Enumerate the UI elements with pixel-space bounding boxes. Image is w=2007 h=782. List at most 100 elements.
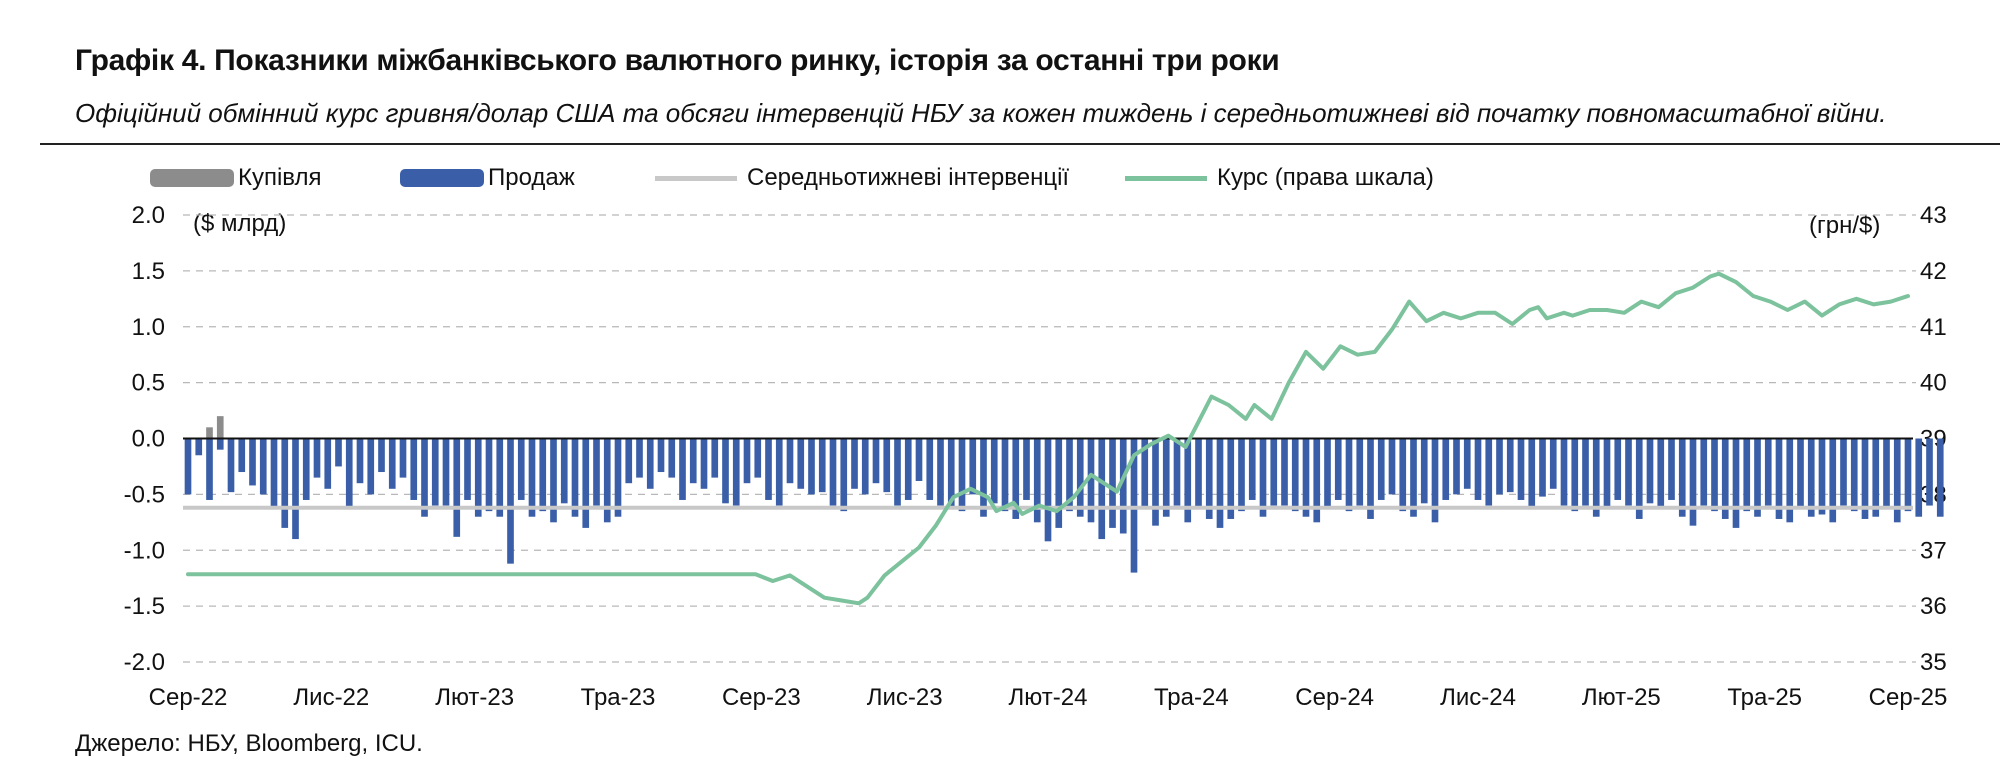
sale-bar bbox=[442, 438, 450, 506]
sale-bar bbox=[431, 438, 439, 506]
sale-bar bbox=[281, 438, 289, 528]
x-tick-label: Лют-24 bbox=[1009, 684, 1088, 711]
legend-buy-label: Купівля bbox=[238, 164, 322, 191]
sale-bar bbox=[786, 438, 794, 484]
legend-avg: Середньотижневі інтервенції bbox=[655, 164, 1069, 192]
left-tick-label: 0.5 bbox=[132, 370, 165, 397]
legend-avg-swatch bbox=[655, 175, 737, 181]
sale-bar bbox=[1571, 438, 1579, 512]
sale-bar bbox=[818, 438, 826, 493]
right-axis-unit: (грн/$) bbox=[1809, 212, 1881, 239]
sale-bar bbox=[679, 438, 686, 500]
sale-bar bbox=[571, 438, 579, 517]
sale-bar bbox=[1743, 438, 1751, 512]
sale-bar bbox=[1549, 438, 1557, 489]
purchase-bar bbox=[216, 416, 224, 439]
sale-bar bbox=[1517, 438, 1525, 500]
sale-bar bbox=[1603, 438, 1611, 508]
sale-bar bbox=[926, 438, 934, 500]
sale-bar bbox=[1162, 438, 1170, 517]
sale-bar bbox=[388, 438, 396, 489]
sale-bar bbox=[1055, 438, 1063, 528]
sale-bar bbox=[775, 438, 783, 506]
sale-bar bbox=[335, 438, 342, 467]
sale-bar bbox=[195, 438, 203, 456]
sale-bar bbox=[356, 438, 364, 484]
sale-bar bbox=[808, 438, 815, 495]
sale-bar bbox=[1270, 438, 1278, 506]
sale-bar bbox=[1066, 438, 1073, 512]
sale-bar bbox=[1646, 438, 1654, 504]
x-tick-label: Тра-23 bbox=[581, 684, 656, 711]
x-tick-label: Лют-25 bbox=[1582, 684, 1661, 711]
sale-bar bbox=[1334, 438, 1342, 500]
sale-bar bbox=[539, 438, 547, 512]
sale-bar bbox=[1076, 438, 1084, 517]
sale-bar bbox=[1216, 438, 1224, 528]
sale-bar bbox=[861, 438, 869, 495]
sale-bar bbox=[1130, 438, 1138, 573]
sale-bar bbox=[1668, 438, 1675, 500]
sale-bar bbox=[216, 438, 224, 450]
sale-bar bbox=[367, 438, 375, 495]
sale-bar bbox=[1345, 438, 1353, 512]
x-tick-label: Лис-22 bbox=[293, 684, 369, 711]
sale-bar bbox=[474, 438, 482, 517]
sale-bar bbox=[1840, 438, 1847, 506]
sale-bar bbox=[1700, 438, 1708, 506]
sale-bar bbox=[1109, 438, 1116, 528]
exchange-rate-line bbox=[186, 271, 1910, 606]
right-tick-label: 40 bbox=[1920, 370, 1947, 397]
purchase-bar bbox=[206, 427, 213, 439]
sale-bar bbox=[1689, 438, 1697, 526]
left-tick-label: 0.0 bbox=[132, 426, 165, 453]
sale-bar bbox=[1775, 438, 1783, 519]
sale-bar bbox=[560, 438, 568, 504]
sale-bar bbox=[840, 438, 848, 512]
sale-bar bbox=[646, 438, 654, 489]
chart-legend: Купівля Продаж Середньотижневі інтервенц… bbox=[0, 164, 2007, 200]
sale-bar bbox=[410, 438, 418, 500]
sale-bar bbox=[700, 438, 708, 489]
sale-bar bbox=[1764, 438, 1772, 506]
sale-bar bbox=[1582, 438, 1589, 506]
sale-bar bbox=[980, 438, 987, 517]
sale-bar bbox=[657, 438, 665, 473]
sale-bar bbox=[1291, 438, 1299, 512]
right-tick-label: 35 bbox=[1920, 649, 1947, 676]
left-tick-label: 1.0 bbox=[132, 314, 165, 341]
legend-rate-swatch bbox=[1125, 175, 1207, 181]
sale-bar bbox=[1087, 438, 1095, 523]
sale-bar bbox=[1012, 438, 1020, 519]
sale-bar bbox=[1442, 438, 1450, 500]
sale-bar bbox=[1711, 438, 1718, 512]
right-tick-label: 36 bbox=[1920, 593, 1947, 620]
right-tick-label: 43 bbox=[1920, 202, 1947, 229]
sale-bar bbox=[883, 438, 891, 493]
sale-bar bbox=[1915, 438, 1923, 517]
sale-bar bbox=[797, 438, 805, 489]
sale-bar bbox=[302, 438, 310, 500]
sale-bar bbox=[636, 438, 643, 478]
sale-bar bbox=[1657, 438, 1665, 508]
sale-bar bbox=[1754, 438, 1761, 517]
sale-bar bbox=[689, 438, 697, 484]
sale-bar bbox=[1850, 438, 1858, 512]
sale-bar bbox=[378, 438, 385, 473]
sale-bar bbox=[1560, 438, 1568, 506]
sale-bar bbox=[1399, 438, 1407, 512]
sale-bar bbox=[517, 438, 525, 500]
sale-bar bbox=[1098, 438, 1106, 540]
sale-bar bbox=[238, 438, 246, 473]
right-tick-label: 42 bbox=[1920, 258, 1947, 285]
source-note: Джерело: НБУ, Bloomberg, ICU. bbox=[75, 730, 423, 757]
sale-bar bbox=[947, 438, 955, 508]
sale-bar bbox=[625, 438, 633, 484]
sale-bar bbox=[1818, 438, 1826, 515]
x-tick-label: Сер-23 bbox=[722, 684, 801, 711]
sale-bar bbox=[1238, 438, 1245, 512]
sale-bar bbox=[1367, 438, 1374, 519]
sale-bar bbox=[184, 438, 192, 495]
left-tick-label: -0.5 bbox=[124, 481, 165, 508]
x-tick-label: Лют-23 bbox=[435, 684, 514, 711]
